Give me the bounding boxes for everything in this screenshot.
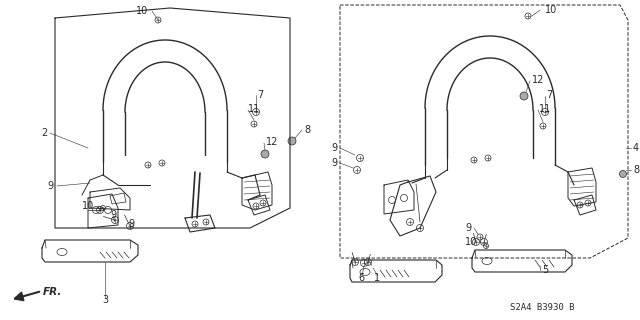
FancyArrowPatch shape (369, 260, 372, 266)
Text: 10: 10 (465, 237, 477, 247)
Text: 2: 2 (41, 128, 47, 138)
Circle shape (288, 137, 296, 145)
Text: 3: 3 (102, 295, 108, 305)
Text: 7: 7 (546, 90, 552, 100)
Text: 9: 9 (331, 143, 337, 153)
Circle shape (620, 171, 627, 178)
Text: 1: 1 (374, 273, 380, 283)
Circle shape (520, 92, 528, 100)
Text: 6: 6 (358, 273, 364, 283)
Circle shape (261, 150, 269, 158)
Text: 4: 4 (633, 143, 639, 153)
Text: 11: 11 (248, 104, 260, 114)
Text: FR.: FR. (43, 287, 62, 297)
Text: 5: 5 (542, 265, 548, 275)
Text: 9: 9 (110, 210, 116, 220)
Text: 12: 12 (266, 137, 278, 147)
Text: 11: 11 (539, 104, 551, 114)
Text: 10: 10 (545, 5, 557, 15)
Text: 9: 9 (48, 181, 54, 191)
Text: 9: 9 (128, 219, 134, 229)
Text: 8: 8 (633, 165, 639, 175)
Text: 12: 12 (532, 75, 545, 85)
Text: 9: 9 (465, 223, 471, 233)
Text: 10: 10 (82, 201, 94, 211)
Text: 7: 7 (257, 90, 263, 100)
Text: S2A4 B3930 B: S2A4 B3930 B (510, 303, 575, 313)
Text: 8: 8 (304, 125, 310, 135)
Text: 10: 10 (136, 6, 148, 16)
Text: 9: 9 (331, 158, 337, 168)
